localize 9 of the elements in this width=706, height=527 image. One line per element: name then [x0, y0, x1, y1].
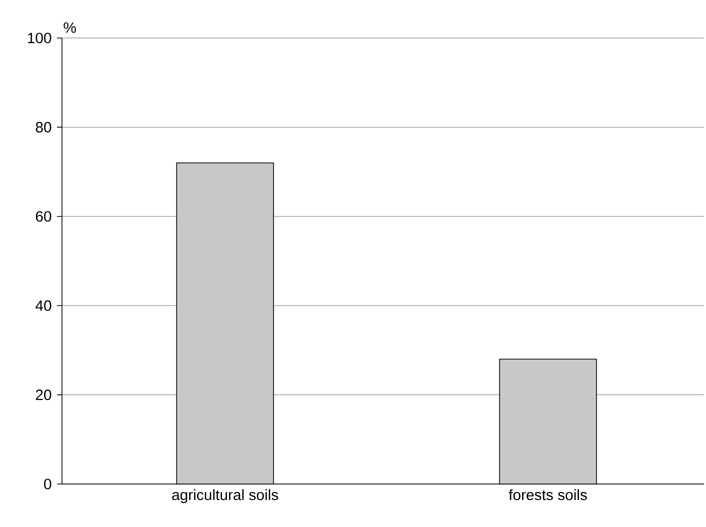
y-tick-label: 60 [36, 211, 52, 222]
y-tick-label: 40 [36, 300, 52, 311]
x-tick-label: agricultural soils [172, 489, 278, 504]
y-tick-label: 80 [36, 122, 52, 132]
y-axis-title: % [64, 22, 76, 33]
y-tick-label: 100 [28, 32, 52, 44]
x-tick-label: forests soils [508, 489, 587, 500]
y-tick-label: 0 [44, 478, 52, 490]
y-tick-label: 20 [36, 390, 52, 400]
